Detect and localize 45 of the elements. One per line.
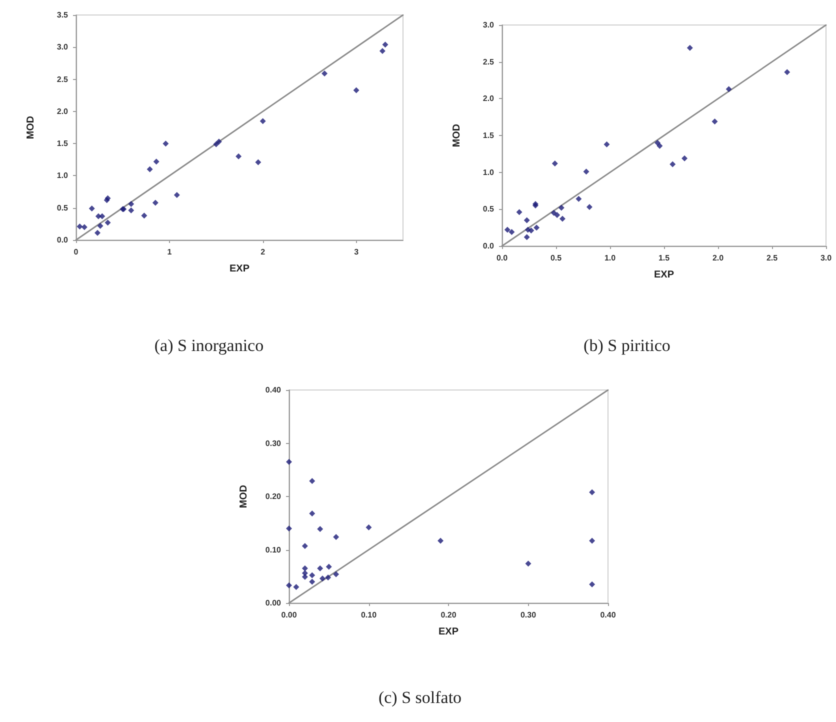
- x-tick-label: 0.20: [440, 610, 457, 620]
- y-tick-label: 3.0: [56, 42, 69, 52]
- y-tick-label: 2.0: [56, 106, 69, 116]
- y-tick-label: 0.00: [265, 598, 282, 608]
- y-tick-label: 1.5: [56, 139, 69, 148]
- x-tick-label: 0: [74, 248, 79, 256]
- y-tick-label: 3.0: [482, 20, 495, 30]
- y-axis-title: MOD: [238, 484, 250, 508]
- x-axis-title: EXP: [229, 264, 250, 274]
- x-axis-title: EXP: [438, 626, 459, 638]
- y-tick-label: 0.0: [56, 236, 69, 244]
- y-tick-label: 0.5: [482, 204, 495, 214]
- x-tick-label: 0.30: [520, 610, 537, 620]
- y-axis-title: MOD: [26, 116, 36, 140]
- y-tick-label: 0.0: [482, 242, 495, 250]
- x-tick-label: 0.10: [360, 610, 378, 620]
- x-tick-label: 3.0: [820, 254, 832, 262]
- y-tick-label: 1.0: [482, 168, 495, 177]
- x-tick-label: 1.0: [604, 254, 616, 262]
- y-tick-label: 2.0: [482, 94, 495, 104]
- x-tick-label: 3: [354, 248, 360, 256]
- y-tick-label: 2.5: [482, 57, 495, 66]
- x-tick-label: 2.5: [766, 254, 778, 262]
- y-tick-label: 0.40: [265, 386, 282, 394]
- y-tick-label: 0.20: [265, 492, 282, 501]
- y-axis-title: MOD: [452, 124, 462, 148]
- x-tick-label: 0.00: [281, 610, 298, 620]
- text: (a) S inorganico: [153, 336, 265, 356]
- y-tick-label: 2.5: [56, 74, 69, 84]
- x-tick-label: 1: [167, 248, 172, 256]
- y-tick-label: 0.30: [265, 438, 282, 448]
- y-tick-label: 0.10: [265, 545, 282, 554]
- x-tick-label: 0.0: [496, 254, 508, 262]
- x-tick-label: 2: [260, 248, 266, 256]
- x-tick-label: 2.0: [712, 254, 724, 262]
- x-axis-title: EXP: [654, 270, 674, 280]
- text: (b) S piritico: [582, 336, 672, 356]
- x-tick-label: 1.5: [658, 254, 670, 262]
- y-tick-label: 0.5: [56, 203, 69, 212]
- x-tick-label: 0.5: [550, 254, 562, 262]
- x-tick-label: 0.40: [600, 610, 616, 620]
- y-tick-label: 1.5: [482, 131, 495, 140]
- y-tick-label: 3.5: [56, 10, 69, 20]
- text: (c) S solfato: [377, 688, 463, 708]
- y-tick-label: 1.0: [56, 171, 69, 180]
